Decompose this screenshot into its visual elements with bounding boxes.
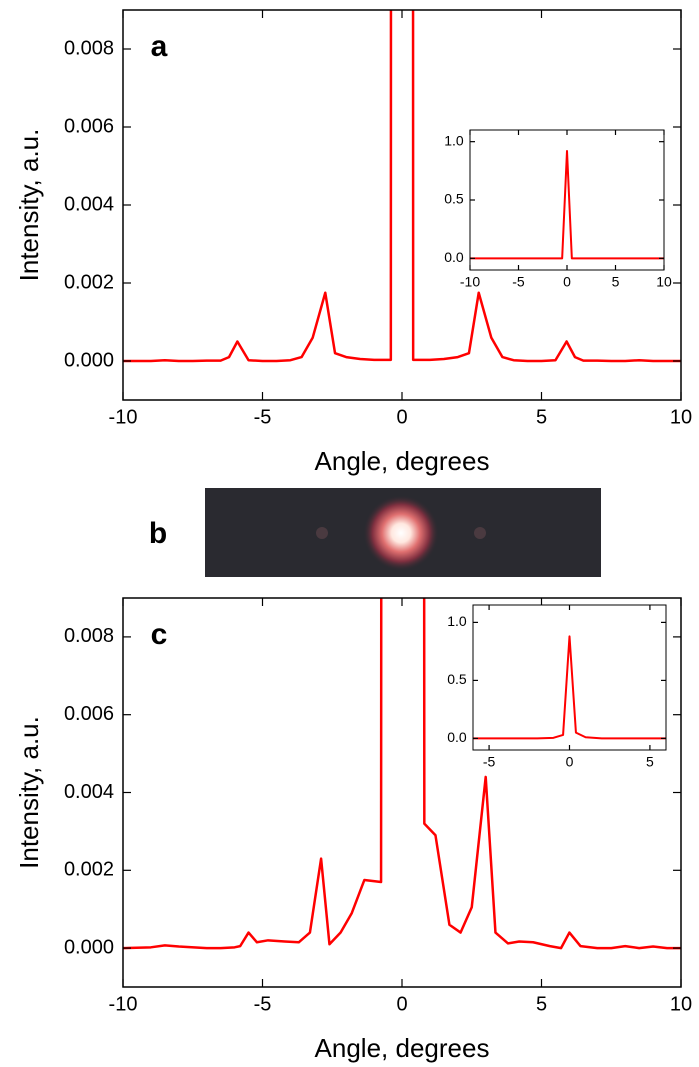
data-line: [123, 598, 681, 950]
y-tick-label: 1.0: [447, 613, 467, 629]
panel-label: b: [149, 517, 167, 550]
x-tick-label: -5: [254, 406, 272, 428]
y-tick-label: 0.5: [444, 191, 464, 207]
data-line: [123, 10, 681, 363]
y-axis-label: Intensity, a.u.: [14, 716, 44, 869]
x-tick-label: 10: [656, 273, 672, 289]
y-tick-label: 0.008: [64, 37, 114, 59]
y-tick-label: 0.000: [64, 936, 114, 958]
x-tick-label: 5: [536, 406, 547, 428]
y-tick-label: 0.002: [64, 859, 114, 881]
y-tick-label: 1.0: [444, 132, 464, 148]
y-axis-label: Intensity, a.u.: [14, 129, 44, 282]
y-tick-label: 0.004: [64, 781, 114, 803]
x-tick-label: 10: [670, 993, 692, 1015]
panel-label: c: [151, 618, 168, 651]
y-tick-label: 0.006: [64, 115, 114, 137]
x-tick-label: 0: [566, 753, 574, 769]
x-tick-label: -5: [512, 273, 525, 289]
data-line: [470, 150, 664, 260]
data-line: [473, 635, 666, 740]
y-tick-label: 0.002: [64, 271, 114, 293]
y-tick-label: 0.000: [64, 349, 114, 371]
x-tick-label: 5: [612, 273, 620, 289]
photo-side-spot: [316, 527, 328, 539]
x-tick-label: -5: [254, 993, 272, 1015]
x-tick-label: 5: [536, 993, 547, 1015]
x-tick-label: -10: [109, 406, 138, 428]
photo-spot: [363, 495, 439, 571]
photo-side-spot: [474, 527, 486, 539]
x-axis-label: Angle, degrees: [315, 446, 490, 476]
y-tick-label: 0.004: [64, 193, 114, 215]
x-tick-label: -10: [109, 993, 138, 1015]
x-tick-label: 0: [396, 993, 407, 1015]
x-tick-label: 10: [670, 406, 692, 428]
x-tick-label: 0: [563, 273, 571, 289]
x-tick-label: 5: [646, 753, 654, 769]
x-tick-label: 0: [396, 406, 407, 428]
y-tick-label: 0.006: [64, 703, 114, 725]
panel-label: a: [151, 30, 168, 63]
x-tick-label: -10: [460, 273, 480, 289]
y-tick-label: 0.5: [447, 671, 467, 687]
x-tick-label: -5: [483, 753, 496, 769]
x-axis-label: Angle, degrees: [315, 1033, 490, 1063]
inset-background: [473, 605, 666, 750]
y-tick-label: 0.0: [447, 729, 467, 745]
y-tick-label: 0.008: [64, 625, 114, 647]
y-tick-label: 0.0: [444, 249, 464, 265]
